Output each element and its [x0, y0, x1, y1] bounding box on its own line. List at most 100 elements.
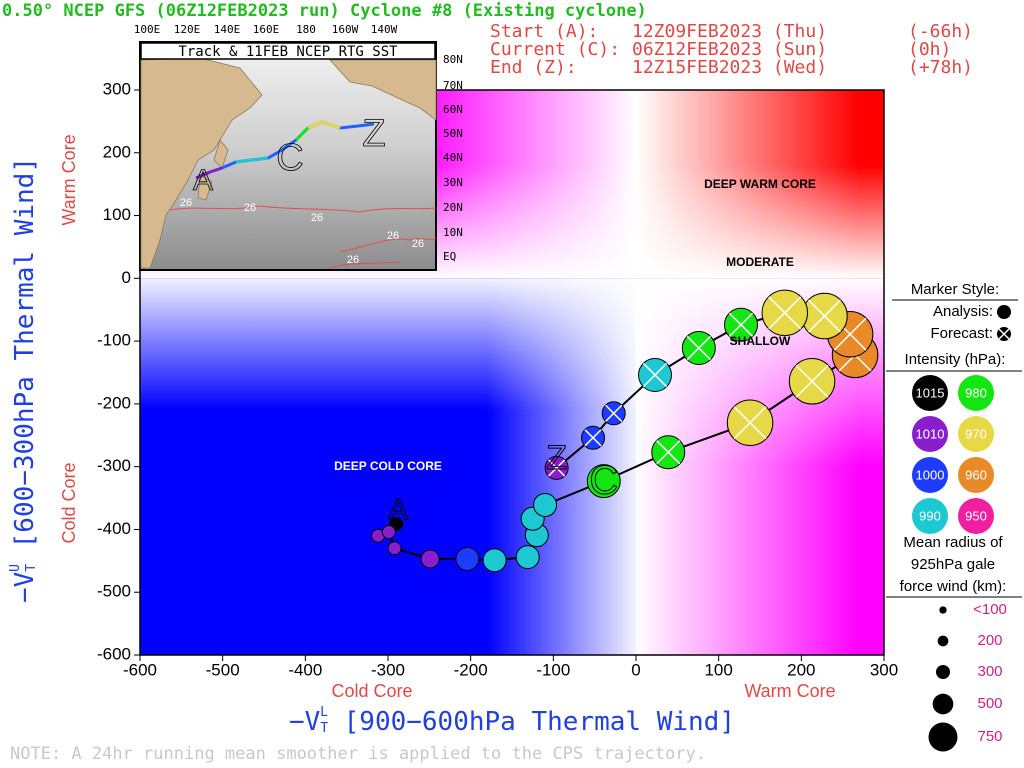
chart-title: 0.50° NCEP GFS (06Z12FEB2023 run) Cyclon… — [2, 1, 647, 21]
intensity-swatch — [912, 457, 948, 493]
inset-title: Track & 11FEB NCEP RTG SST — [178, 44, 398, 60]
inset-lat-label: 20N — [443, 201, 463, 214]
forecast-cross — [795, 364, 829, 398]
inset-lon-label: 160E — [253, 23, 280, 36]
sst-contour — [329, 237, 437, 269]
axis-title-part: U — [8, 564, 23, 572]
inset-track-label: A — [193, 164, 213, 197]
axis-title-part: T — [320, 721, 328, 736]
header-info: (0h) — [908, 39, 951, 60]
inset-lon-label: 120E — [174, 23, 201, 36]
forecast-cross — [768, 296, 802, 330]
phase-background — [134, 89, 885, 661]
inset-track — [307, 120, 341, 130]
y-tick-label: -600 — [97, 644, 131, 663]
analysis-point — [533, 492, 558, 517]
size-label: 500 — [977, 695, 1002, 712]
inset-sst-label: 26 — [347, 254, 359, 266]
axis-title: −VTU [600−300hPa Thermal Wind] — [8, 157, 40, 603]
analysis-point — [482, 548, 507, 573]
forecast-cross — [548, 459, 566, 477]
inset-track-label: Z — [362, 113, 385, 155]
plot-marks: A CZ — [371, 289, 879, 573]
inset-lat-label: 30N — [443, 176, 463, 189]
inset-lon-label: 100E — [134, 23, 161, 36]
analysis-point — [420, 549, 440, 569]
header-info: Current (C): — [490, 39, 620, 60]
inset-lon-label: 160W — [332, 23, 359, 36]
analysis-point — [381, 524, 396, 539]
x-tick-label: -300 — [371, 660, 405, 679]
axis-title-part: [900−600hPa Thermal Wind] — [328, 707, 735, 737]
inset-lat-label: 50N — [443, 127, 463, 140]
inset-sst-label: 26 — [412, 238, 424, 250]
inset-lon-label: 140E — [214, 23, 241, 36]
legend-title: Marker Style: — [911, 281, 999, 298]
intensity-label: 970 — [965, 426, 987, 441]
header-info: 12Z15FEB2023 (Wed) — [632, 57, 827, 78]
y-tick-label: -100 — [97, 331, 131, 350]
size-swatch — [939, 606, 947, 614]
intensity-label: 1010 — [916, 426, 945, 441]
intensity-label: 990 — [919, 508, 941, 523]
y-tick-label: 300 — [103, 79, 131, 98]
x-tick-label: 200 — [787, 660, 815, 679]
legend-title: Intensity (hPa): — [905, 351, 1006, 368]
intensity-swatch — [912, 498, 948, 534]
analysis-point — [586, 464, 621, 499]
header-info: End (Z): — [490, 57, 577, 78]
intensity-swatch — [958, 498, 994, 534]
size-legend-title: force wind (km): — [900, 578, 1007, 595]
y-tick-label: -300 — [97, 456, 131, 475]
x-tick-label: 300 — [870, 660, 898, 679]
x-tick-label: -500 — [206, 660, 240, 679]
inset-lat-label: 70N — [443, 79, 463, 92]
forecast-cross — [728, 312, 754, 337]
track-label: A — [388, 494, 408, 527]
legend-entry: Forecast: — [930, 325, 993, 342]
inset-sst-label: 26 — [244, 202, 256, 214]
size-label: 750 — [977, 728, 1002, 745]
forecast-cross — [584, 429, 602, 447]
note: NOTE: A 24hr running mean smoother is ap… — [10, 744, 706, 764]
inset-title-box — [140, 42, 436, 60]
y-tick-label: 0 — [122, 268, 131, 287]
x-tick-label: 0 — [631, 660, 640, 679]
inset-track-label: C — [276, 137, 303, 179]
analysis-point — [515, 545, 540, 570]
x-tick-label: -600 — [123, 660, 157, 679]
inset-lat-label: EQ — [443, 250, 456, 263]
inset-lat-label: 60N — [443, 103, 463, 116]
x-tick-label: -200 — [454, 660, 488, 679]
header-info: (+78h) — [908, 57, 973, 78]
inset-sst-label: 26 — [387, 230, 399, 242]
size-swatch — [936, 665, 950, 679]
region-label: SHALLOW — [730, 334, 791, 348]
inset-lon-label: 180 — [296, 23, 316, 36]
intensity-label: 1015 — [916, 385, 945, 400]
size-swatch — [932, 693, 954, 715]
forecast-cross — [686, 335, 711, 361]
size-label: <100 — [973, 601, 1007, 618]
region-label: MODERATE — [726, 255, 794, 269]
plot-frame — [139, 89, 885, 656]
y-side-label: Cold Core — [59, 462, 79, 543]
region-label: DEEP WARM CORE — [704, 177, 816, 191]
inset-map: Track & 11FEB NCEP RTG SST 100E 120E 140… — [134, 23, 463, 271]
legend-symbol — [997, 305, 1011, 319]
size-legend-title: Mean radius of — [903, 534, 1003, 551]
land-alaska — [329, 59, 437, 121]
track-label: C — [589, 459, 618, 503]
axis-title-part: [600−300hPa Thermal Wind] — [10, 157, 40, 564]
size-label: 300 — [977, 663, 1002, 680]
inset-lat-label: 10N — [443, 226, 463, 239]
inset-lat-label: 40N — [443, 151, 463, 164]
inset-track — [294, 126, 310, 142]
intensity-label: 1000 — [916, 467, 945, 482]
inset-lat-label: 80N — [443, 53, 463, 66]
x-tick-label: 100 — [704, 660, 732, 679]
inset-lon-label: 140W — [371, 23, 398, 36]
axis-title-part: −V — [289, 707, 320, 737]
y-side-label: Warm Core — [59, 134, 79, 225]
